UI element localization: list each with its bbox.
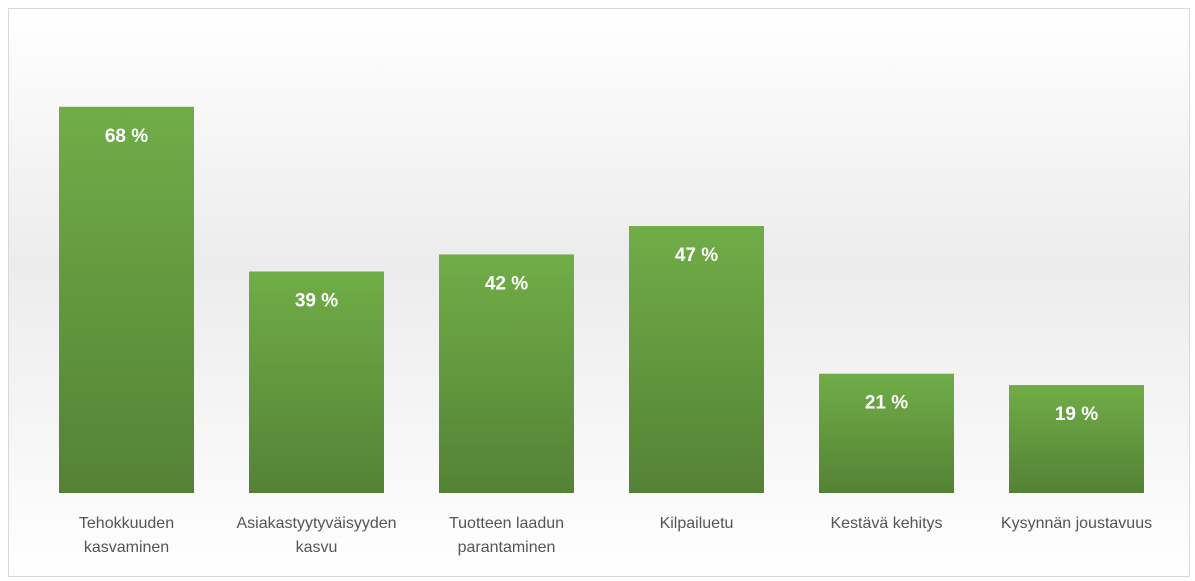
value-label: 68 % (105, 126, 148, 147)
value-label: 21 % (865, 393, 908, 414)
bar (819, 373, 954, 493)
x-tick-label: Tehokkuuden kasvaminen (78, 515, 175, 556)
x-tick-label: Kestävä kehitys (830, 515, 943, 532)
value-label: 42 % (485, 273, 528, 294)
bar (249, 271, 384, 493)
chart-frame (8, 8, 1190, 577)
x-tick-label: Kysynnän joustavuus (1000, 515, 1153, 532)
bar (1009, 385, 1144, 493)
x-tick-label: Kilpailuetu (659, 515, 734, 532)
bar (439, 254, 574, 493)
value-label: 19 % (1055, 404, 1098, 425)
value-label: 39 % (295, 290, 338, 311)
value-label: 47 % (675, 245, 718, 266)
x-tick-label: Asiakastyytyväisyyden kasvu (236, 515, 397, 556)
bar (59, 106, 194, 493)
bar (629, 226, 764, 494)
x-tick-label: Tuotteen laadun parantaminen (448, 515, 565, 556)
